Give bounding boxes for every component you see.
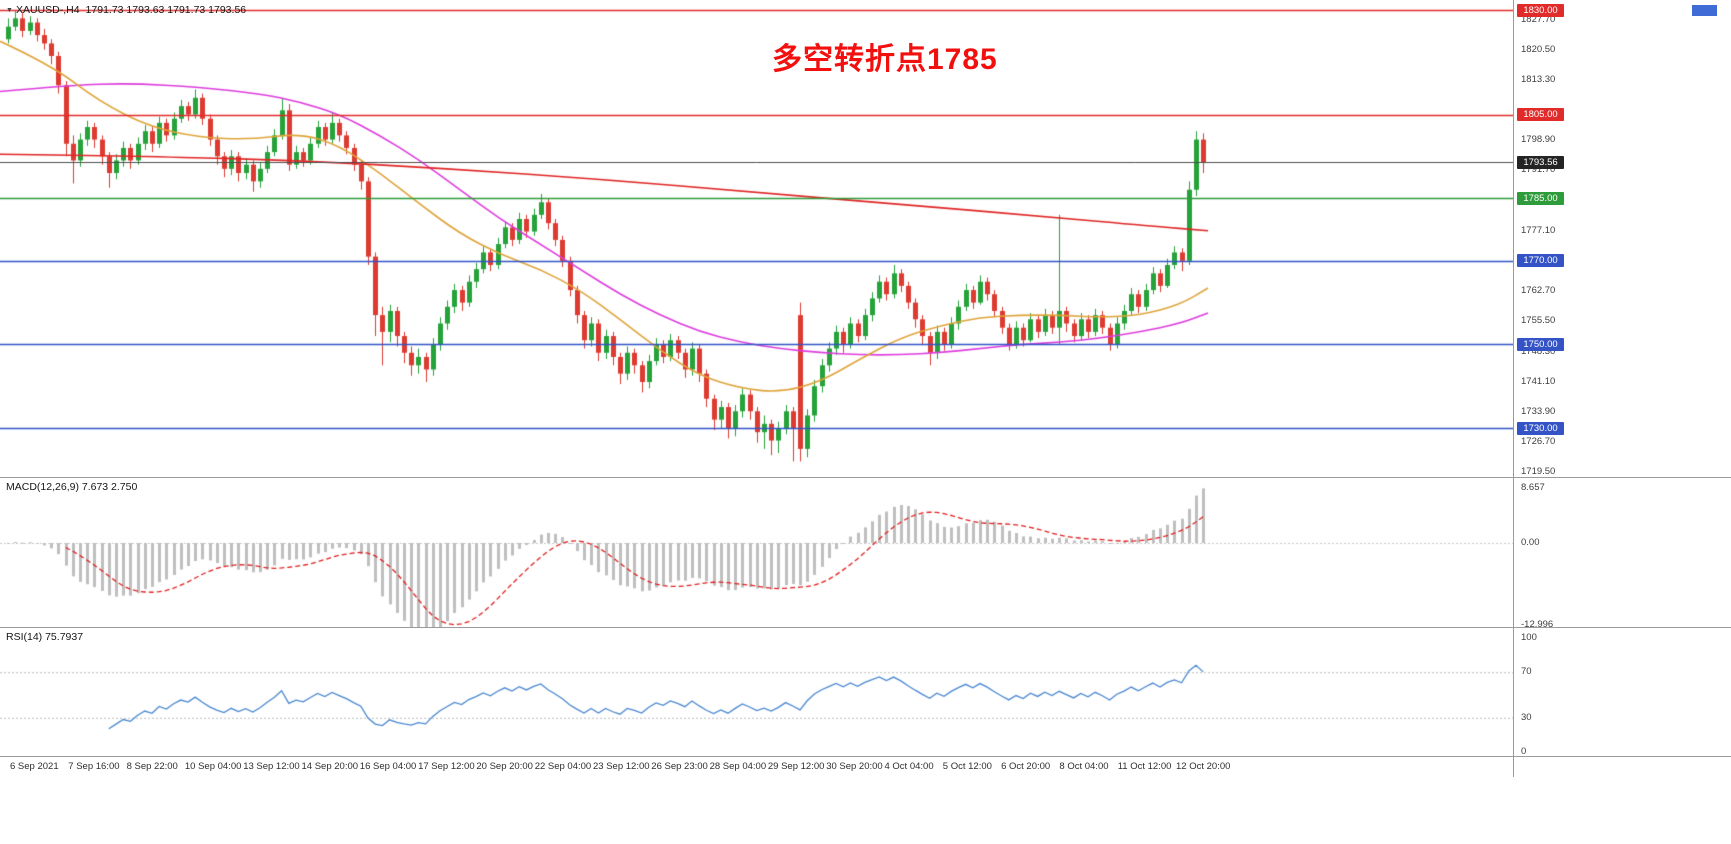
time-label: 14 Sep 20:00 xyxy=(301,761,359,772)
panel-separator[interactable] xyxy=(0,756,1731,757)
time-label: 16 Sep 04:00 xyxy=(359,761,417,772)
time-label: 26 Sep 23:00 xyxy=(651,761,708,772)
price-scale-label: 1748.30 xyxy=(1521,345,1556,357)
time-label: 12 Oct 20:00 xyxy=(1176,761,1231,772)
price-level-tag: 1770.00 xyxy=(1517,254,1564,268)
bid-price-tag: 1793.56 xyxy=(1517,155,1564,169)
rsi-indicator-label: RSI(14) 75.7937 xyxy=(6,631,84,643)
macd-scale-label: 0.00 xyxy=(1521,537,1540,548)
macd-scale-label: 8.657 xyxy=(1521,482,1545,494)
price-scale-label: 1813.30 xyxy=(1521,73,1556,85)
macd-scale-label: -12.996 xyxy=(1521,618,1554,630)
scroll-marker xyxy=(1692,5,1717,16)
price-level-tag: 1750.00 xyxy=(1517,337,1564,351)
price-scale-label: 1719.50 xyxy=(1521,465,1556,477)
macd-canvas[interactable] xyxy=(0,478,1513,627)
price-scale[interactable]: 1827.70 1820.50 1813.30 1798.90 1791.70 1777.… xyxy=(1514,0,1730,477)
price-scale-label: 1820.50 xyxy=(1521,43,1556,55)
price-scale-label: 1791.70 xyxy=(1521,164,1556,176)
price-scale-label: 1726.70 xyxy=(1521,435,1556,447)
macd-scale[interactable]: 8.657 0.00 -12.996 xyxy=(1514,478,1730,630)
rsi-scale-label: 100 xyxy=(1521,632,1537,643)
time-label: 11 Oct 12:00 xyxy=(1117,761,1172,772)
rsi-scale-label: 0 xyxy=(1521,746,1527,757)
ohlc-readout: 1791.73 1793.63 1791.73 1793.56 xyxy=(85,4,247,16)
rsi-scale-label: 30 xyxy=(1521,711,1532,723)
price-scale-label: 1762.70 xyxy=(1521,285,1556,297)
time-label: 22 Sep 04:00 xyxy=(534,761,592,772)
chart-title: ▼ XAUUSD-,H4 1791.73 1793.63 1791.73 1793.… xyxy=(6,4,246,16)
time-label: 6 Sep 2021 xyxy=(10,761,59,772)
time-label: 10 Sep 04:00 xyxy=(184,761,242,772)
rsi-scale-label: 70 xyxy=(1521,666,1532,678)
time-label: 29 Sep 12:00 xyxy=(767,761,825,772)
time-label: 30 Sep 20:00 xyxy=(826,761,883,772)
price-level-tag: 1730.00 xyxy=(1517,421,1564,435)
symbol-period-label: XAUUSD-,H4 xyxy=(15,4,80,16)
scale-separator xyxy=(1513,0,1514,777)
time-label: 7 Sep 16:00 xyxy=(68,761,120,772)
price-scale-label: 1827.70 xyxy=(1521,13,1556,25)
time-label: 8 Oct 04:00 xyxy=(1059,761,1109,772)
time-label: 8 Sep 22:00 xyxy=(126,761,178,772)
price-scale-label: 1755.50 xyxy=(1521,315,1556,327)
panel-separator[interactable] xyxy=(0,627,1731,628)
time-label: 13 Sep 12:00 xyxy=(243,761,300,772)
symbol-dropdown-icon[interactable]: ▼ xyxy=(6,7,13,14)
time-label: 20 Sep 20:00 xyxy=(476,761,533,772)
price-scale-label: 1798.90 xyxy=(1521,133,1556,145)
price-level-tag: 1785.00 xyxy=(1517,191,1564,205)
time-label: 4 Oct 04:00 xyxy=(884,761,934,772)
annotation-text[interactable]: 多空转折点1785 xyxy=(772,43,998,76)
time-label: 6 Oct 20:00 xyxy=(1001,761,1051,772)
time-label: 5 Oct 12:00 xyxy=(942,761,992,772)
price-scale-label: 1777.10 xyxy=(1521,225,1556,237)
rsi-canvas[interactable] xyxy=(0,628,1513,756)
panel-separator[interactable] xyxy=(0,477,1731,478)
rsi-scale[interactable]: 100 70 30 0 xyxy=(1514,628,1730,757)
price-level-tag: 1830.00 xyxy=(1517,3,1564,17)
main-chart-canvas[interactable] xyxy=(0,0,1513,477)
macd-indicator-label: MACD(12,26,9) 7.673 2.750 xyxy=(6,481,138,493)
price-scale-label: 1741.10 xyxy=(1521,375,1556,387)
time-scale[interactable]: 6 Sep 2021 7 Sep 16:00 8 Sep 22:00 10 Sep 0… xyxy=(0,757,1731,781)
time-label: 28 Sep 04:00 xyxy=(709,761,767,772)
time-label: 23 Sep 12:00 xyxy=(593,761,650,772)
price-scale-label: 1733.90 xyxy=(1521,405,1556,417)
price-level-tag: 1805.00 xyxy=(1517,108,1564,121)
time-label: 17 Sep 12:00 xyxy=(418,761,475,772)
